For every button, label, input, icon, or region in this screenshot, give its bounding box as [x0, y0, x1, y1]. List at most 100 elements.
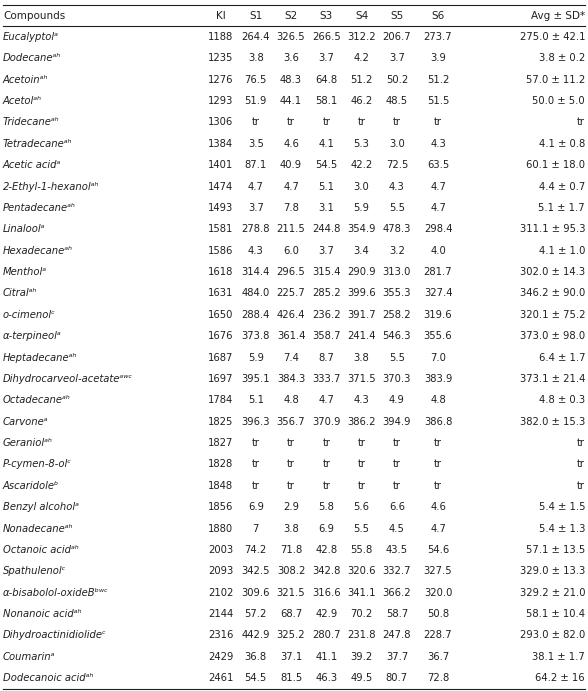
- Text: tr: tr: [252, 117, 260, 127]
- Text: 70.2: 70.2: [350, 609, 373, 619]
- Text: 3.5: 3.5: [248, 139, 263, 149]
- Text: tr: tr: [287, 481, 295, 491]
- Text: 4.7: 4.7: [319, 395, 334, 406]
- Text: Acetoinᵃʰ: Acetoinᵃʰ: [3, 75, 48, 85]
- Text: 4.1 ± 1.0: 4.1 ± 1.0: [539, 246, 585, 256]
- Text: Coumarinᵃ: Coumarinᵃ: [3, 652, 55, 662]
- Text: 46.2: 46.2: [350, 96, 373, 106]
- Text: 2003: 2003: [208, 545, 233, 555]
- Text: S6: S6: [432, 10, 445, 21]
- Text: 5.6: 5.6: [353, 502, 370, 512]
- Text: 290.9: 290.9: [348, 267, 376, 277]
- Text: 57.1 ± 13.5: 57.1 ± 13.5: [526, 545, 585, 555]
- Text: 4.8: 4.8: [430, 395, 446, 406]
- Text: 36.8: 36.8: [245, 652, 267, 662]
- Text: 3.6: 3.6: [283, 53, 299, 64]
- Text: 236.2: 236.2: [312, 310, 340, 320]
- Text: 7.8: 7.8: [283, 203, 299, 213]
- Text: 1384: 1384: [208, 139, 233, 149]
- Text: 311.1 ± 95.3: 311.1 ± 95.3: [520, 225, 585, 234]
- Text: 49.5: 49.5: [350, 673, 373, 683]
- Text: Octadecaneᵃʰ: Octadecaneᵃʰ: [3, 395, 71, 406]
- Text: 2093: 2093: [208, 567, 233, 576]
- Text: 3.7: 3.7: [389, 53, 405, 64]
- Text: 64.2 ± 16: 64.2 ± 16: [536, 673, 585, 683]
- Text: 3.1: 3.1: [319, 203, 334, 213]
- Text: 57.0 ± 11.2: 57.0 ± 11.2: [526, 75, 585, 85]
- Text: 384.3: 384.3: [277, 374, 305, 384]
- Text: 8.7: 8.7: [319, 352, 334, 363]
- Text: 370.3: 370.3: [383, 374, 411, 384]
- Text: 1825: 1825: [208, 417, 233, 427]
- Text: 1827: 1827: [208, 438, 233, 448]
- Text: 386.2: 386.2: [348, 417, 376, 427]
- Text: 6.6: 6.6: [389, 502, 405, 512]
- Text: tr: tr: [358, 438, 366, 448]
- Text: tr: tr: [322, 481, 330, 491]
- Text: tr: tr: [577, 460, 585, 469]
- Text: 4.4 ± 0.7: 4.4 ± 0.7: [539, 182, 585, 191]
- Text: 7: 7: [253, 524, 259, 533]
- Text: Citralᵃʰ: Citralᵃʰ: [3, 288, 38, 299]
- Text: 57.2: 57.2: [245, 609, 267, 619]
- Text: 333.7: 333.7: [312, 374, 340, 384]
- Text: Geraniolᵃʰ: Geraniolᵃʰ: [3, 438, 53, 448]
- Text: Avg ± SD*: Avg ± SD*: [531, 10, 585, 21]
- Text: 3.9: 3.9: [430, 53, 446, 64]
- Text: Acetolᵃʰ: Acetolᵃʰ: [3, 96, 42, 106]
- Text: 4.3: 4.3: [389, 182, 405, 191]
- Text: 3.4: 3.4: [354, 246, 369, 256]
- Text: 1687: 1687: [208, 352, 233, 363]
- Text: 3.0: 3.0: [354, 182, 369, 191]
- Text: 341.1: 341.1: [348, 588, 376, 598]
- Text: 37.7: 37.7: [386, 652, 408, 662]
- Text: 4.3: 4.3: [430, 139, 446, 149]
- Text: 7.4: 7.4: [283, 352, 299, 363]
- Text: 4.8: 4.8: [283, 395, 299, 406]
- Text: 391.7: 391.7: [348, 310, 376, 320]
- Text: 1235: 1235: [208, 53, 233, 64]
- Text: 326.5: 326.5: [277, 32, 305, 42]
- Text: o-cimenolᶜ: o-cimenolᶜ: [3, 310, 56, 320]
- Text: 298.4: 298.4: [424, 225, 452, 234]
- Text: 5.9: 5.9: [353, 203, 370, 213]
- Text: 58.1 ± 10.4: 58.1 ± 10.4: [526, 609, 585, 619]
- Text: Spathulenolᶜ: Spathulenolᶜ: [3, 567, 66, 576]
- Text: 342.5: 342.5: [242, 567, 270, 576]
- Text: tr: tr: [287, 460, 295, 469]
- Text: 426.4: 426.4: [277, 310, 305, 320]
- Text: 275.0 ± 42.1: 275.0 ± 42.1: [520, 32, 585, 42]
- Text: 74.2: 74.2: [245, 545, 267, 555]
- Text: 55.8: 55.8: [350, 545, 373, 555]
- Text: 1276: 1276: [208, 75, 233, 85]
- Text: 4.2: 4.2: [354, 53, 369, 64]
- Text: tr: tr: [393, 481, 401, 491]
- Text: S3: S3: [320, 10, 333, 21]
- Text: 373.0 ± 98.0: 373.0 ± 98.0: [520, 331, 585, 341]
- Text: 358.7: 358.7: [312, 331, 340, 341]
- Text: 293.0 ± 82.0: 293.0 ± 82.0: [520, 630, 585, 641]
- Text: 327.4: 327.4: [424, 288, 452, 299]
- Text: tr: tr: [434, 438, 442, 448]
- Text: tr: tr: [322, 460, 330, 469]
- Text: 373.8: 373.8: [242, 331, 270, 341]
- Text: 3.7: 3.7: [319, 246, 334, 256]
- Text: 76.5: 76.5: [245, 75, 267, 85]
- Text: Ascaridoleᵇ: Ascaridoleᵇ: [3, 481, 59, 491]
- Text: Nonanoic acidᵃʰ: Nonanoic acidᵃʰ: [3, 609, 82, 619]
- Text: 211.5: 211.5: [277, 225, 305, 234]
- Text: 4.5: 4.5: [389, 524, 405, 533]
- Text: 3.8: 3.8: [283, 524, 299, 533]
- Text: tr: tr: [393, 117, 401, 127]
- Text: 5.1: 5.1: [248, 395, 264, 406]
- Text: tr: tr: [287, 438, 295, 448]
- Text: tr: tr: [252, 438, 260, 448]
- Text: 314.4: 314.4: [242, 267, 270, 277]
- Text: 1618: 1618: [208, 267, 233, 277]
- Text: 373.1 ± 21.4: 373.1 ± 21.4: [520, 374, 585, 384]
- Text: tr: tr: [358, 481, 366, 491]
- Text: 1306: 1306: [208, 117, 233, 127]
- Text: S2: S2: [285, 10, 298, 21]
- Text: 355.3: 355.3: [383, 288, 411, 299]
- Text: 43.5: 43.5: [386, 545, 408, 555]
